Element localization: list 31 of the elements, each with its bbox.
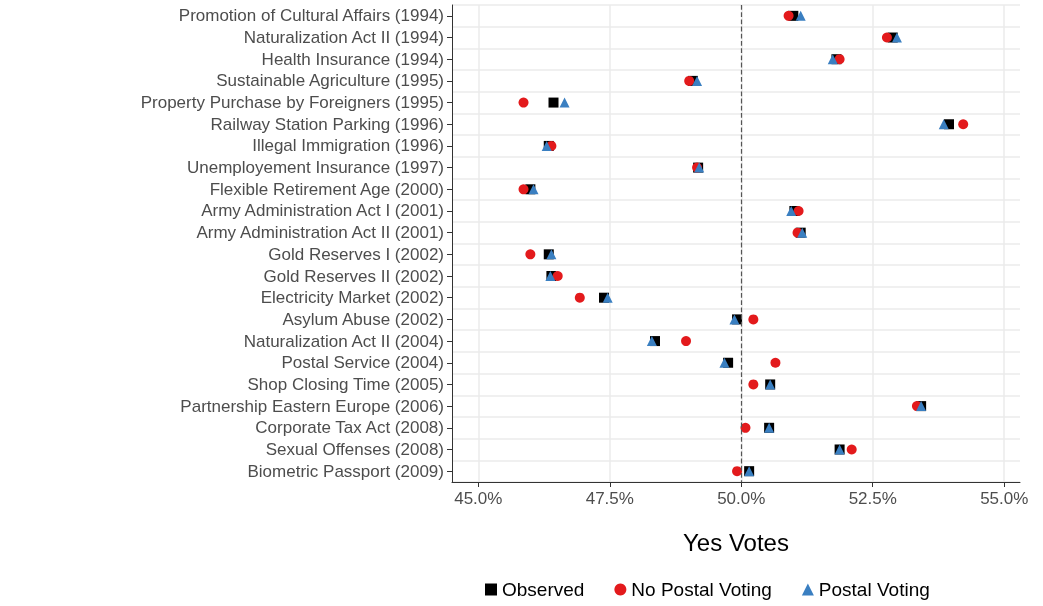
y-tick-label: Shop Closing Time (2005) xyxy=(247,374,444,394)
x-axis-title: Yes Votes xyxy=(683,528,789,556)
legend-label: Postal Voting xyxy=(818,579,930,600)
y-tick-label: Sexual Offenses (2008) xyxy=(265,439,444,459)
y-tick-label: Partnership Eastern Europe (2006) xyxy=(180,396,444,416)
x-tick-label: 45.0% xyxy=(454,489,503,508)
x-tick-label: 55.0% xyxy=(980,489,1029,508)
y-tick-label: Electricity Market (2002) xyxy=(260,288,444,308)
y-tick-label: Army Administration Act II (2001) xyxy=(196,223,444,243)
x-tick-label: 50.0% xyxy=(717,489,766,508)
y-tick-label: Biometric Passport (2009) xyxy=(247,461,444,481)
y-tick-label: Promotion of Cultural Affairs (1994) xyxy=(178,6,444,26)
y-tick-label: Army Administration Act I (2001) xyxy=(201,201,444,221)
y-tick-label: Property Purchase by Foreigners (1995) xyxy=(140,93,444,113)
y-tick-label: Unemployement Insurance (1997) xyxy=(186,158,444,178)
y-tick-label: Gold Reserves I (2002) xyxy=(268,244,444,264)
x-tick-label: 52.5% xyxy=(848,489,897,508)
y-tick-label: Sustainable Agriculture (1995) xyxy=(216,71,444,91)
y-tick-label: Postal Service (2004) xyxy=(281,353,444,373)
y-tick-label: Gold Reserves II (2002) xyxy=(263,266,444,286)
y-tick-label: Flexible Retirement Age (2000) xyxy=(209,179,444,199)
legend-label: No Postal Voting xyxy=(631,579,772,600)
y-tick-label: Naturalization Act II (2004) xyxy=(243,331,444,351)
legend-label: Observed xyxy=(502,579,585,600)
y-tick-label: Railway Station Parking (1996) xyxy=(210,114,444,134)
y-tick-label: Asylum Abuse (2002) xyxy=(282,309,444,329)
y-tick-label: Health Insurance (1994) xyxy=(261,49,444,69)
y-tick-label: Corporate Tax Act (2008) xyxy=(255,418,444,438)
x-tick-label: 47.5% xyxy=(585,489,634,508)
y-tick-label: Naturalization Act II (1994) xyxy=(243,28,444,48)
y-tick-label: Illegal Immigration (1996) xyxy=(252,136,444,156)
